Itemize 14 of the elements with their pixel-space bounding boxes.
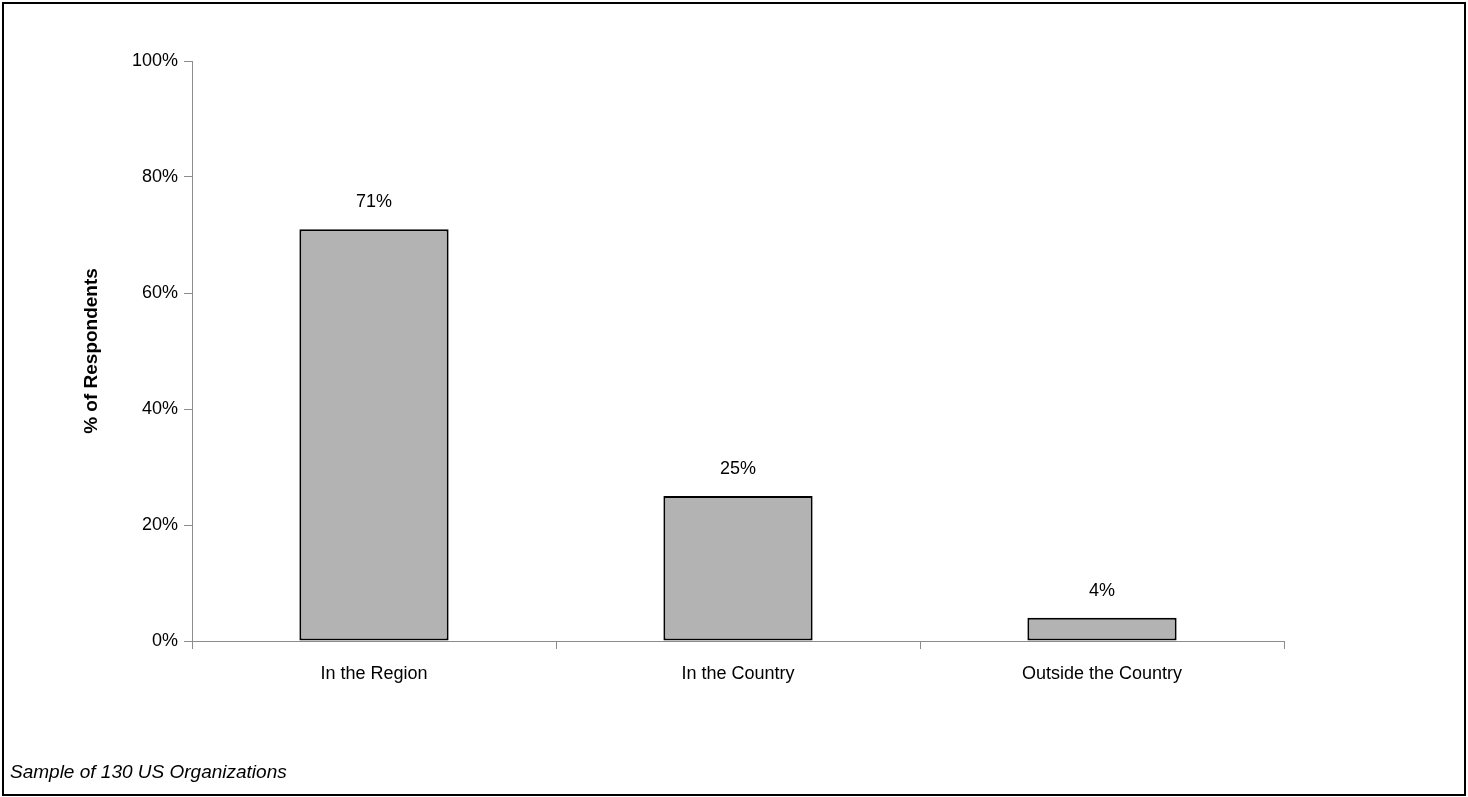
x-tick-label: In the Region xyxy=(320,662,428,683)
text: Sample of 130 US Organizations xyxy=(10,761,287,783)
y-tick-label: 20% xyxy=(141,513,178,534)
data-label: 71% xyxy=(355,191,393,212)
x-tick-label: Outside the Country xyxy=(1021,662,1183,683)
data-label: 4% xyxy=(1088,579,1116,600)
y-axis-title: % of Respondents xyxy=(79,268,101,434)
y-tick-label: 60% xyxy=(141,281,178,302)
x-tick-label: In the Country xyxy=(681,662,795,683)
y-tick-label: 80% xyxy=(141,165,178,186)
y-tick-label: 40% xyxy=(141,397,178,418)
y-tick-label: 0% xyxy=(151,629,178,650)
y-tick-label: 100% xyxy=(131,49,178,70)
data-label: 25% xyxy=(719,457,757,478)
